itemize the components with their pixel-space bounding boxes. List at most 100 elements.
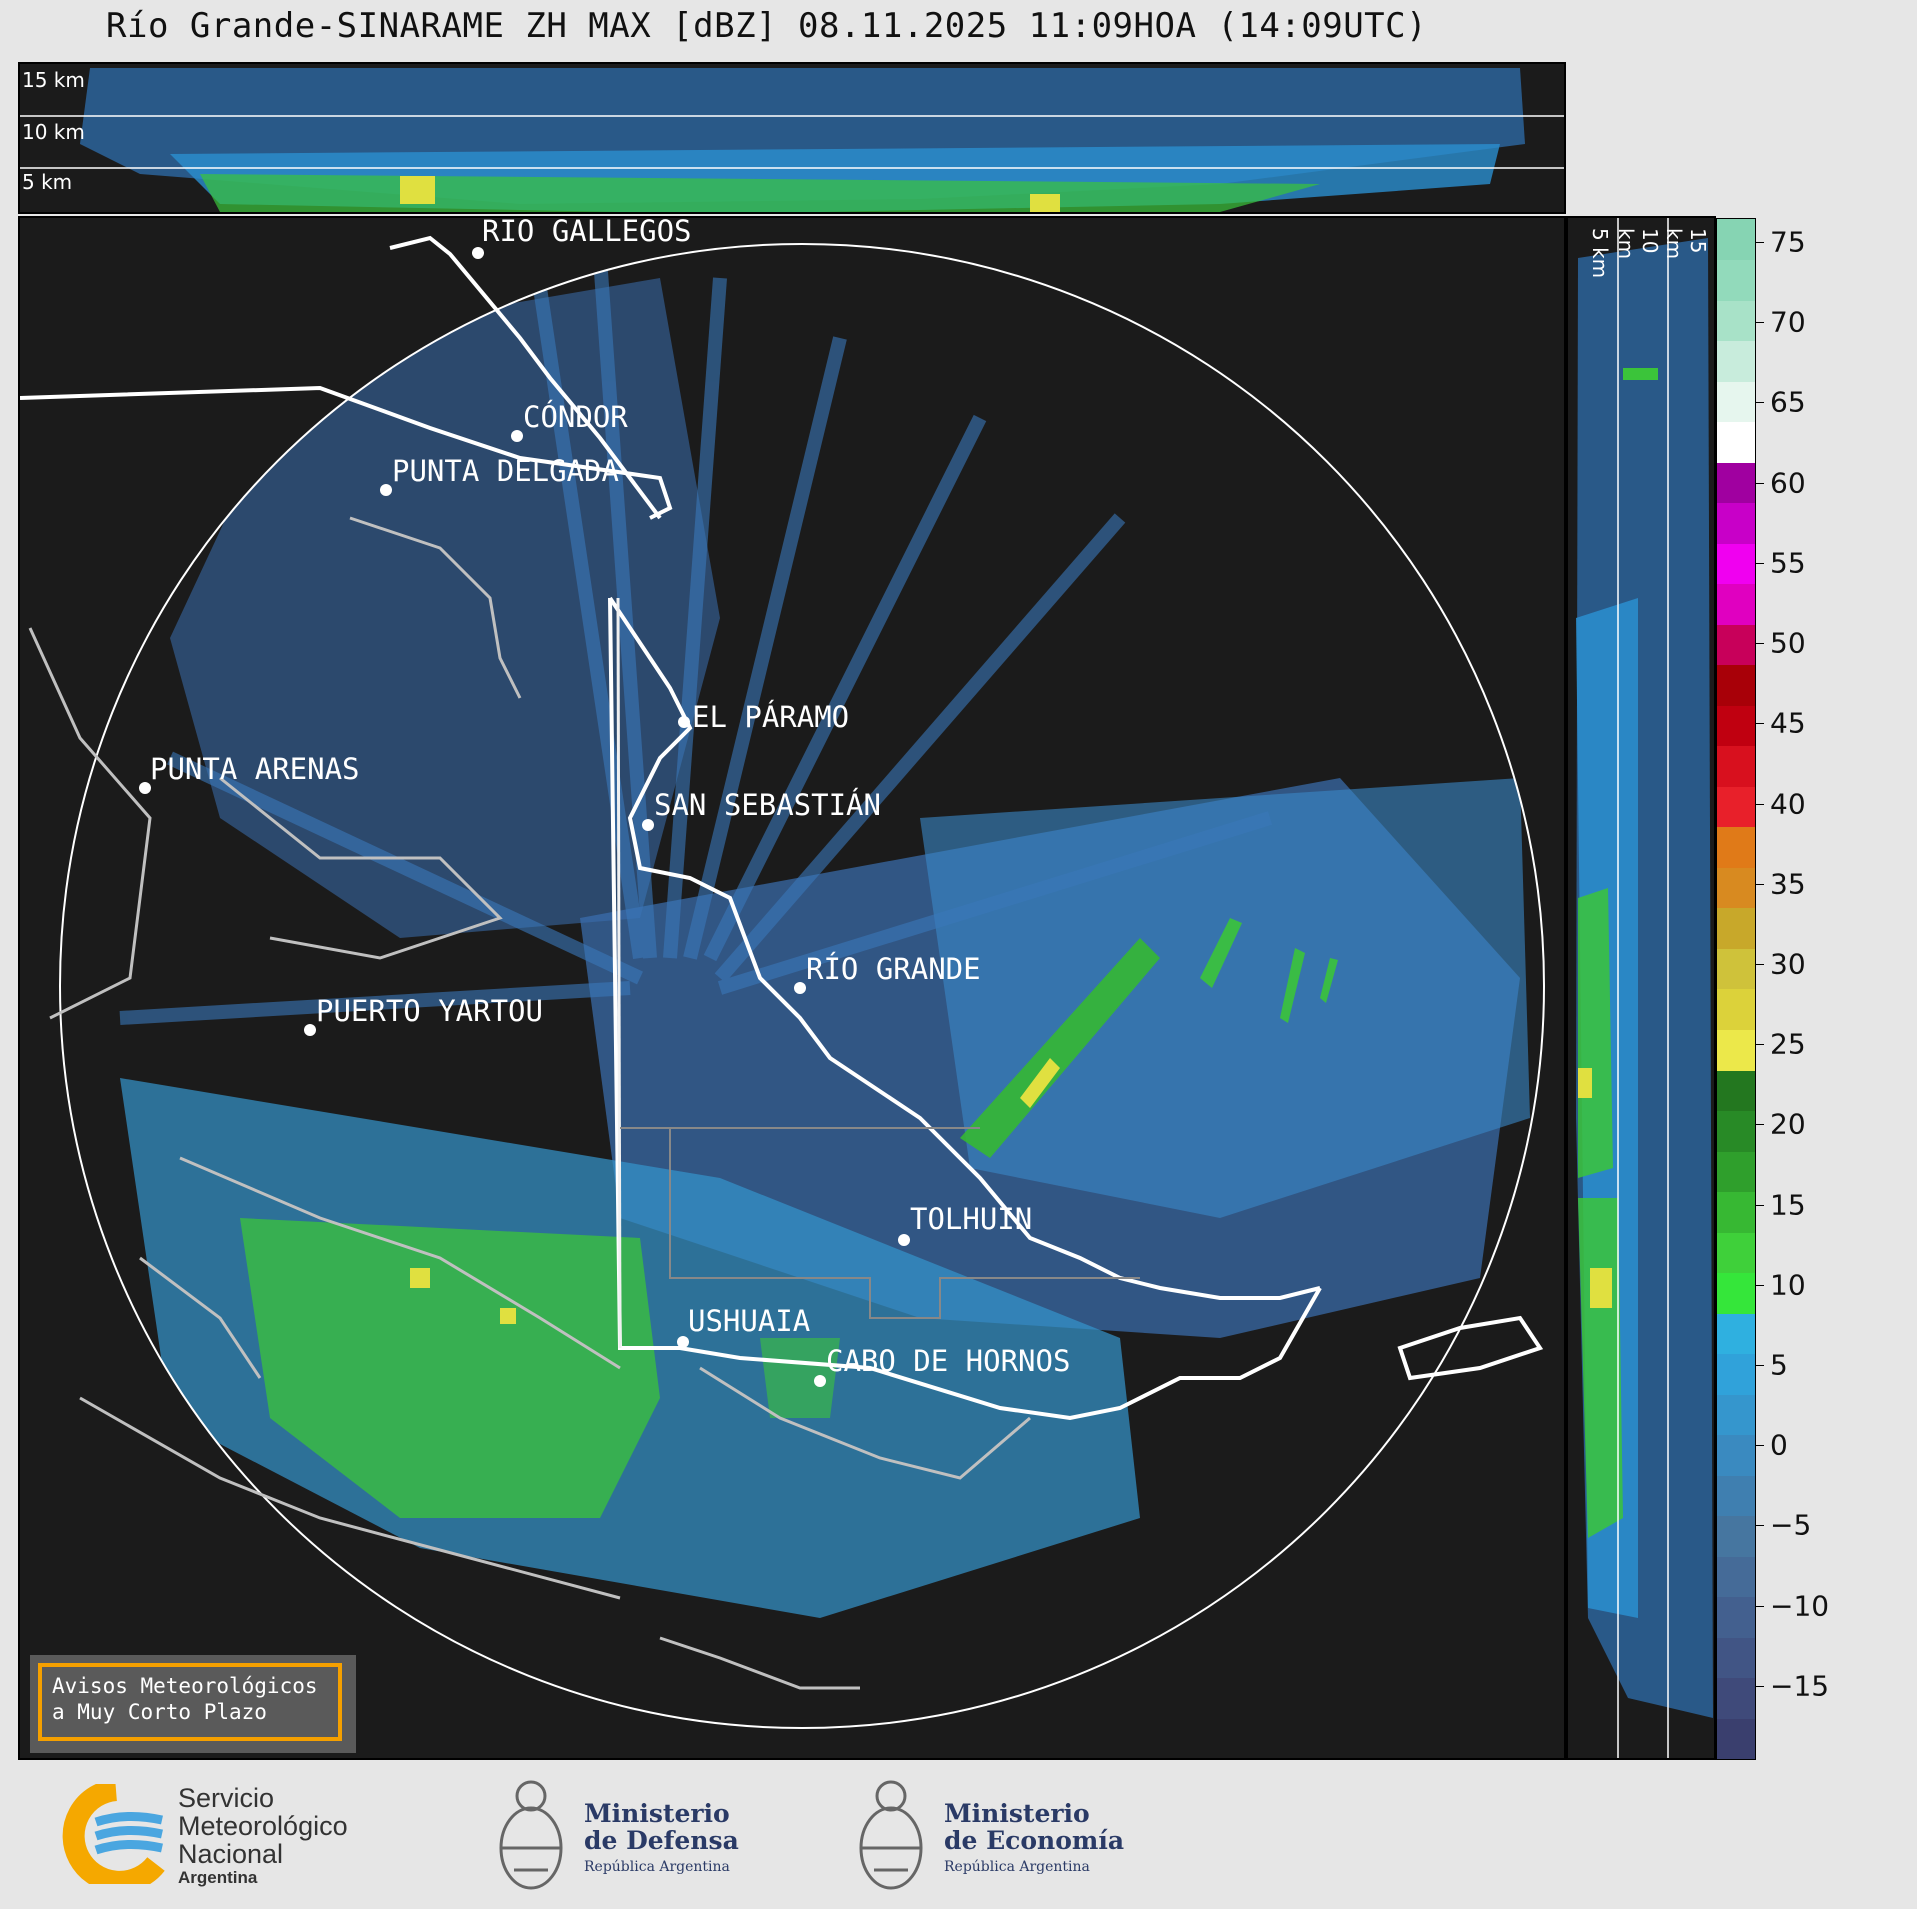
colorbar-tick-label: 5 [1770, 1348, 1788, 1382]
colorbar-segment [1717, 1434, 1755, 1476]
colorbar-segment [1717, 421, 1755, 463]
top-height-label: 15 km [22, 68, 85, 92]
colorbar-segment [1717, 1394, 1755, 1436]
colorbar-tick-label: 30 [1770, 947, 1806, 981]
colorbar-segment [1717, 624, 1755, 666]
footer-logos: Servicio Meteorológico Nacional Argentin… [0, 1760, 1917, 1909]
colorbar-tick [1756, 883, 1764, 885]
defensa-logo-text: Ministerio de Defensa República Argentin… [584, 1800, 739, 1881]
colorbar-segment [1717, 1272, 1755, 1314]
side-cross-section-panel: 5 km 10 km 15 km [1566, 216, 1716, 1760]
colorbar-tick [1756, 1204, 1764, 1206]
side-cross-section-image [1576, 218, 1713, 1758]
colorbar-segment [1717, 1313, 1755, 1355]
aviso-box-background [30, 1655, 356, 1753]
aviso-line-1: Avisos Meteorológicos [52, 1674, 318, 1698]
colorbar-segment [1717, 1353, 1755, 1395]
economia-logo-text: Ministerio de Economía República Argenti… [944, 1800, 1124, 1881]
colorbar-tick [1756, 723, 1764, 725]
argentina-coat-of-arms-icon [499, 1780, 563, 1890]
colorbar-segment [1717, 989, 1755, 1031]
colorbar-tick-label: 20 [1770, 1107, 1806, 1141]
colorbar-tick [1756, 322, 1764, 324]
colorbar-segment [1717, 948, 1755, 990]
colorbar-tick-label: 60 [1770, 466, 1806, 500]
city-label-rio-grande: RÍO GRANDE [806, 952, 981, 986]
colorbar-tick [1756, 643, 1764, 645]
colorbar-segment [1717, 583, 1755, 625]
colorbar-segment [1717, 1029, 1755, 1071]
city-label-puerto-yartou: PUERTO YARTOU [316, 994, 543, 1028]
colorbar-tick [1756, 242, 1764, 244]
colorbar-tick-label: 50 [1770, 626, 1806, 660]
top-height-label: 10 km [22, 120, 85, 144]
colorbar-segment [1717, 1151, 1755, 1193]
colorbar-segment [1717, 705, 1755, 747]
side-height-label: 15 km [1662, 228, 1710, 260]
top-cross-section-panel: 15 km 10 km 5 km [18, 62, 1566, 214]
colorbar-tick [1756, 1284, 1764, 1286]
economia-line-1: Ministerio [944, 1799, 1090, 1828]
aviso-box[interactable]: Avisos Meteorológicos a Muy Corto Plazo [38, 1663, 342, 1741]
colorbar-segment [1717, 826, 1755, 868]
colorbar-tick-label: 75 [1770, 225, 1806, 259]
side-height-label: 10 km [1614, 228, 1662, 260]
colorbar-segment [1717, 219, 1755, 261]
argentina-coat-of-arms-icon [859, 1780, 923, 1890]
colorbar-segment [1717, 867, 1755, 909]
colorbar-tick [1756, 1525, 1764, 1527]
city-label-cabo-de-hornos: CABO DE HORNOS [826, 1344, 1071, 1378]
radar-map-image [20, 235, 1545, 1729]
colorbar-tick-label: −10 [1770, 1589, 1830, 1623]
colorbar-segment [1717, 1718, 1755, 1760]
colorbar-tick-label: 65 [1770, 385, 1806, 419]
colorbar-segment [1717, 1677, 1755, 1719]
aviso-line-2: a Muy Corto Plazo [52, 1700, 267, 1724]
colorbar-tick-label: 35 [1770, 867, 1806, 901]
colorbar-tick [1756, 1685, 1764, 1687]
colorbar-segment [1717, 1110, 1755, 1152]
colorbar-segment [1717, 300, 1755, 342]
economia-line-3: República Argentina [944, 1859, 1090, 1875]
city-label-el-paramo: EL PÁRAMO [692, 700, 850, 734]
colorbar-segment [1717, 907, 1755, 949]
colorbar-segment [1717, 381, 1755, 423]
colorbar-segment [1717, 1232, 1755, 1274]
colorbar-segment [1717, 1191, 1755, 1233]
colorbar-segment [1717, 1070, 1755, 1112]
colorbar-tick-label: −15 [1770, 1669, 1830, 1703]
colorbar-segment [1717, 340, 1755, 382]
colorbar-tick [1756, 1044, 1764, 1046]
colorbar-segment [1717, 1475, 1755, 1517]
top-cross-section-image [20, 68, 1564, 212]
colorbar-segment [1717, 786, 1755, 828]
smn-logo-icon [62, 1784, 165, 1884]
colorbar-tick-label: 25 [1770, 1027, 1806, 1061]
colorbar-tick [1756, 402, 1764, 404]
colorbar-segment [1717, 745, 1755, 787]
colorbar-tick-label: 10 [1770, 1268, 1806, 1302]
colorbar-segment [1717, 1637, 1755, 1679]
smn-line-1: Servicio [178, 1783, 275, 1813]
smn-line-3: Nacional [178, 1839, 284, 1869]
radar-map-panel: RÍO GALLEGOS CÓNDOR PUNTA DELGADA EL PÁR… [18, 216, 1566, 1760]
colorbar-tick-label: 70 [1770, 305, 1806, 339]
city-label-condor: CÓNDOR [523, 400, 628, 434]
colorbar-segment [1717, 1556, 1755, 1598]
smn-line-4: Argentina [178, 1868, 258, 1887]
colorbar-tick [1756, 963, 1764, 965]
colorbar-segment [1717, 462, 1755, 504]
colorbar-tick [1756, 1605, 1764, 1607]
city-label-punta-arenas: PUNTA ARENAS [150, 752, 360, 786]
colorbar-segment [1717, 259, 1755, 301]
side-height-label: 5 km [1588, 228, 1612, 279]
defensa-line-1: Ministerio [584, 1799, 730, 1828]
defensa-line-3: República Argentina [584, 1859, 730, 1875]
colorbar-tick [1756, 482, 1764, 484]
colorbar-tick-label: 15 [1770, 1188, 1806, 1222]
colorbar-segment [1717, 502, 1755, 544]
city-label-rio-gallegos: RÍO GALLEGOS [482, 216, 692, 248]
colorbar-tick [1756, 1364, 1764, 1366]
smn-line-2: Meteorológico [178, 1811, 348, 1841]
city-label-san-sebastian: SAN SEBASTIÁN [654, 788, 881, 822]
